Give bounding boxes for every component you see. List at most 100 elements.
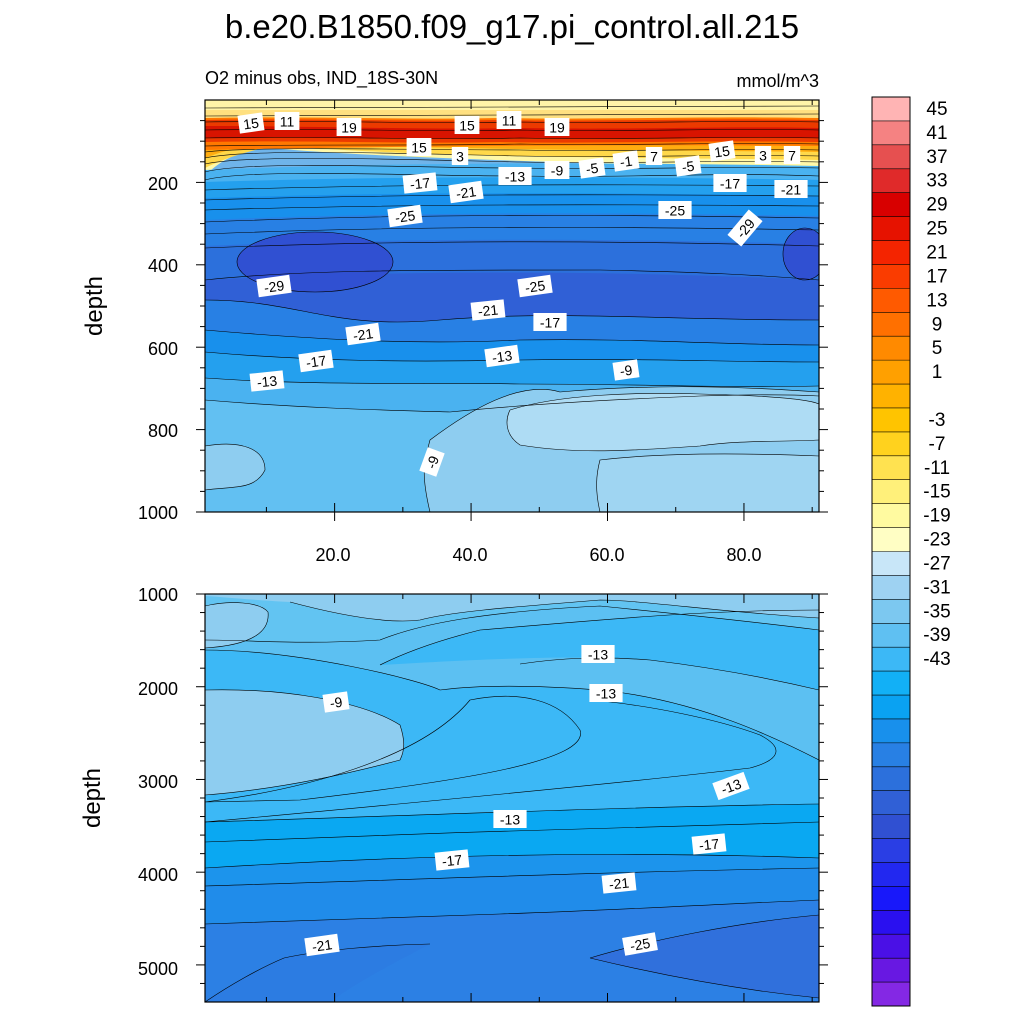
colorbar-swatch	[872, 790, 910, 816]
contour-label-text: -9	[551, 163, 564, 179]
colorbar-swatch	[872, 838, 910, 863]
contour-line	[782, 227, 819, 281]
colorbar-swatch	[872, 288, 910, 313]
contour-label: 15	[237, 112, 265, 134]
contour-line	[205, 605, 819, 643]
contour-line	[205, 227, 819, 235]
contour-label-text: -17	[441, 851, 463, 869]
contour-label: -17	[402, 172, 438, 194]
contour-label-text: -21	[455, 183, 477, 202]
contour-label-text: -13	[588, 647, 608, 663]
colorbar-swatch	[872, 264, 910, 289]
contour-label-box	[713, 174, 747, 192]
colorbar-swatch	[872, 886, 910, 911]
contour-label: -13	[249, 370, 285, 392]
lower-contour-labels: -13 -9 -13 -13 -13 -17 -17 -21 -21 -25	[304, 645, 750, 957]
contour-label-text: -21	[608, 874, 630, 892]
contour-label-box	[589, 684, 623, 702]
field-band	[507, 393, 819, 451]
contour-label: 11	[496, 111, 522, 129]
colorbar-swatch	[872, 360, 910, 385]
lower-panel: 1000 2000 3000 4000 5000 depth	[79, 585, 828, 1003]
contour-label: -5	[578, 157, 606, 179]
contour-label-box	[322, 691, 350, 713]
colorbar-tick-label: -19	[923, 506, 950, 527]
contour-label: -13	[493, 810, 527, 828]
field-band	[596, 453, 819, 512]
contour-label: 19	[336, 118, 362, 136]
contour-line	[205, 602, 269, 649]
contour-label-text: -5	[681, 158, 696, 176]
colorbar-swatch	[872, 144, 910, 170]
colorbar-tick-label: -3	[929, 410, 946, 431]
colorbar-swatch	[872, 862, 910, 887]
contour-label-box	[578, 157, 606, 179]
contour-line	[205, 241, 819, 249]
contour-line	[205, 194, 819, 201]
contour-line	[205, 689, 405, 796]
contour-label: -9	[419, 447, 445, 477]
contour-line	[205, 943, 431, 1002]
contour-line	[205, 899, 819, 925]
colorbar-swatch	[872, 97, 910, 122]
colorbar-swatch	[872, 336, 910, 361]
contour-label-text: -9	[329, 694, 344, 712]
contour-label-box	[249, 370, 285, 392]
colorbar-swatch	[872, 120, 910, 146]
colorbar-swatch	[872, 623, 910, 648]
contour-label: 3	[754, 146, 772, 164]
contour-line	[519, 657, 819, 691]
contour-label-box	[304, 933, 340, 957]
chart-title: b.e20.B1850.f09_g17.pi_control.all.215	[225, 8, 799, 45]
contour-label-box	[581, 645, 615, 663]
contour-label-text: -25	[665, 203, 685, 219]
colorbar-swatch	[872, 479, 910, 505]
contour-label-text: -29	[263, 277, 285, 296]
contour-label: -13	[581, 645, 615, 663]
field-band	[783, 228, 819, 280]
contour-label: -25	[658, 201, 692, 219]
colorbar-swatch	[872, 766, 910, 792]
colorbar-swatch	[872, 910, 910, 935]
y-tick-label: 600	[148, 339, 178, 359]
contour-label-text: 15	[713, 142, 731, 160]
contour-label: 15	[454, 116, 480, 134]
y-tick-label: 5000	[138, 959, 178, 979]
contour-label-box	[448, 180, 484, 204]
colorbar-tick-label: 45	[926, 99, 947, 120]
contour-label-box	[451, 147, 469, 165]
contour-label: -9	[612, 359, 640, 381]
y-tick-label: 1000	[138, 503, 178, 523]
contour-label-text: -17	[305, 352, 327, 371]
units-label: mmol/m^3	[737, 71, 819, 91]
contour-line	[236, 231, 394, 293]
colorbar-swatch	[872, 599, 910, 624]
contour-label-box	[454, 116, 480, 134]
contour-label-text: -17	[698, 835, 720, 853]
upper-y-axis-label: depth	[81, 276, 108, 336]
contour-label-box	[517, 274, 553, 298]
colorbar-tick-label: -11	[924, 458, 950, 479]
colorbar-tick-label: 37	[926, 147, 947, 168]
chart-subtitle: O2 minus obs, IND_18S-30N	[205, 68, 438, 89]
colorbar-tick-label: 25	[926, 219, 947, 240]
contour-label-box	[674, 155, 702, 177]
contour-label-text: -1	[619, 153, 634, 171]
contour-label-text: -21	[477, 301, 499, 319]
contour-label-box	[402, 172, 438, 194]
colorbar-tick-label: -27	[923, 553, 950, 574]
contour-label-box	[774, 180, 808, 198]
field-band	[205, 100, 819, 110]
contour-label-box	[533, 313, 567, 331]
contour-label-box	[498, 167, 532, 185]
lower-contour-lines	[205, 599, 819, 1002]
contour-label-text: -13	[719, 775, 744, 797]
contour-label-box	[691, 833, 727, 855]
y-tick-label: 2000	[138, 679, 178, 699]
contour-label-box	[470, 299, 506, 321]
contour-label-box	[274, 112, 300, 130]
contour-label-box	[496, 111, 522, 129]
contour-label: -9	[322, 691, 350, 713]
contour-label-text: -13	[500, 812, 520, 828]
